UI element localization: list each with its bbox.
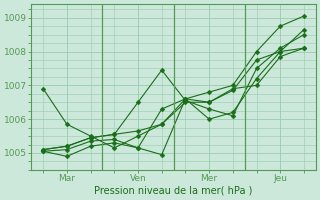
X-axis label: Pression niveau de la mer( hPa ): Pression niveau de la mer( hPa ) <box>94 186 253 196</box>
